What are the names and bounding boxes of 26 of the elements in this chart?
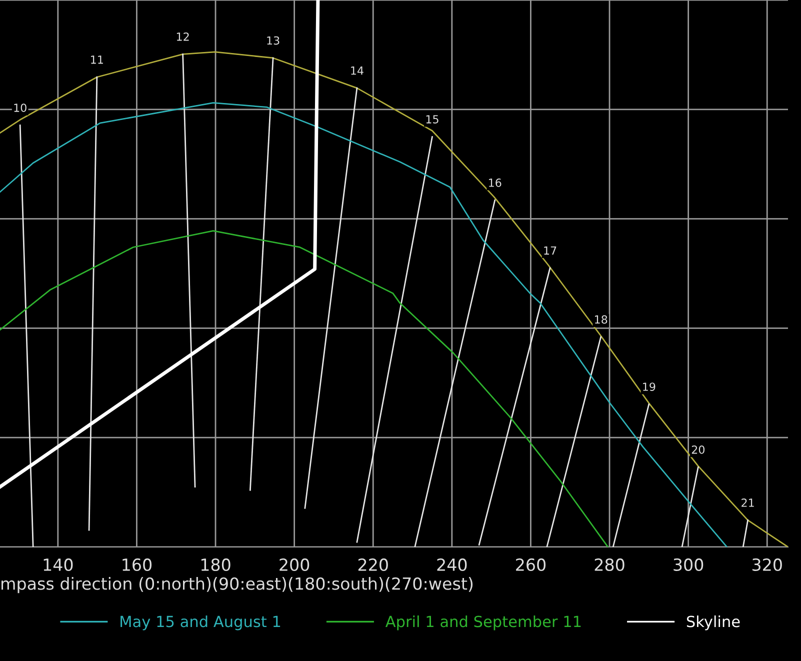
- x-tick-label: 240: [437, 558, 467, 572]
- x-axis-title: mpass direction (0:north)(90:east)(180:south)(270:west): [2, 577, 473, 594]
- x-tick-label: 180: [201, 558, 230, 572]
- x-tick-label: 160: [122, 558, 152, 572]
- annotation: 10: [14, 104, 26, 112]
- legend-label: Skyline: [686, 615, 740, 630]
- x-tick-label: 320: [752, 558, 782, 572]
- annotation: 21: [742, 498, 754, 507]
- x-tick-label: 260: [516, 558, 546, 572]
- annotation: 13: [267, 36, 280, 45]
- x-tick-label: 140: [44, 558, 73, 572]
- annotation: 18: [595, 315, 608, 324]
- annotation: 19: [643, 382, 656, 391]
- annotation: 15: [426, 115, 438, 124]
- x-tick-label: 220: [358, 558, 388, 572]
- x-tick-label: 300: [674, 558, 704, 572]
- annotation: 20: [692, 445, 704, 454]
- annotation: 14: [351, 66, 364, 75]
- x-tick-label: 280: [594, 558, 624, 572]
- legend-label: May 15 and August 1: [120, 615, 280, 630]
- annotation: 12: [176, 32, 189, 41]
- x-tick-label: 200: [280, 558, 310, 572]
- legend-label: April 1 and September 11: [385, 615, 581, 630]
- annotation: 17: [544, 246, 556, 255]
- annotation: 11: [91, 56, 103, 64]
- annotation: 16: [489, 178, 502, 187]
